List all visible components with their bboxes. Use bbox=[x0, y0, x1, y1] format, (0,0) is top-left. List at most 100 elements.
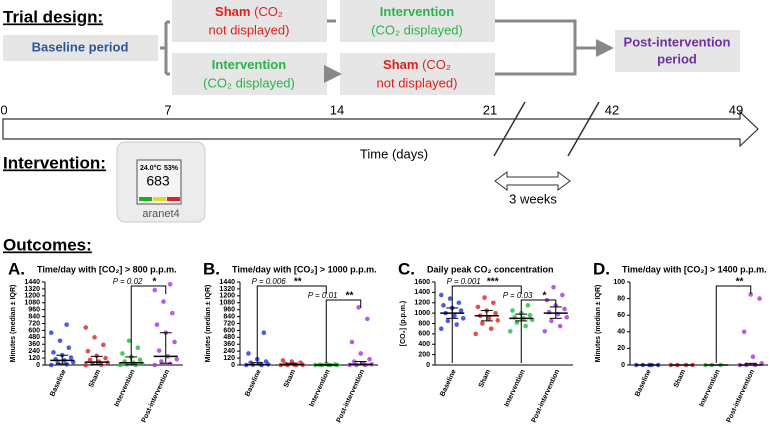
x-tick-label: Post-intervention bbox=[531, 369, 562, 424]
data-point bbox=[551, 284, 556, 290]
y-tick-label: 720 bbox=[223, 320, 235, 327]
significance-bracket bbox=[520, 299, 557, 363]
data-point bbox=[351, 359, 357, 364]
time-tick-label: 42 bbox=[605, 102, 619, 117]
data-point bbox=[68, 355, 74, 360]
x-tick-label: Post-intervention bbox=[141, 369, 172, 424]
device-screen bbox=[136, 159, 182, 205]
baseline-label: Baseline period bbox=[32, 39, 129, 54]
arm-rest: (CO₂ bbox=[250, 4, 283, 19]
y-tick-label: 40 bbox=[617, 329, 625, 336]
y-tick-label: 800 bbox=[418, 320, 430, 327]
data-point bbox=[135, 345, 141, 351]
data-point bbox=[523, 323, 528, 329]
y-tick-label: 1200 bbox=[219, 293, 235, 300]
y-tick-label: 1080 bbox=[219, 300, 235, 307]
outcomes-title: Outcomes: bbox=[3, 235, 92, 254]
arm-bold: Intervention bbox=[212, 57, 286, 72]
data-point bbox=[475, 304, 481, 310]
data-point bbox=[66, 345, 72, 351]
y-tick-label: 600 bbox=[223, 327, 235, 334]
time-tick-label: 0 bbox=[0, 102, 7, 117]
y-tick-label: 600 bbox=[28, 327, 40, 334]
data-point bbox=[480, 321, 485, 326]
data-point bbox=[349, 339, 355, 345]
data-point bbox=[120, 351, 125, 356]
baseline-box bbox=[3, 35, 158, 61]
data-point bbox=[447, 296, 453, 301]
data-point bbox=[557, 323, 563, 329]
y-tick-label: 1320 bbox=[219, 286, 235, 293]
arm-bold: Sham bbox=[215, 4, 250, 19]
gap-arrow bbox=[494, 171, 571, 191]
y-tick-label: 120 bbox=[223, 355, 235, 362]
y-tick-label: 200 bbox=[418, 351, 430, 358]
p-value: P = 0.001 bbox=[447, 277, 481, 286]
data-point bbox=[64, 362, 69, 367]
data-point bbox=[48, 330, 54, 336]
data-point bbox=[263, 359, 269, 364]
data-point bbox=[156, 348, 162, 353]
significance-stars: ** bbox=[346, 291, 354, 302]
significance-stars: ** bbox=[736, 277, 744, 288]
p-value: P = 0.01 bbox=[308, 291, 338, 300]
data-point bbox=[473, 331, 479, 337]
y-tick-label: 600 bbox=[418, 331, 430, 338]
x-tick-label: Sham bbox=[673, 369, 687, 389]
y-tick-label: 1000 bbox=[414, 310, 430, 317]
y-tick-label: 840 bbox=[223, 313, 235, 320]
data-point bbox=[452, 313, 457, 319]
panel-letter: D. bbox=[593, 259, 610, 278]
y-axis-label: Minutes (median ± IQR) bbox=[10, 285, 17, 363]
y-tick-label: 60 bbox=[617, 312, 625, 319]
data-point bbox=[101, 342, 106, 348]
y-tick-label: 0 bbox=[36, 362, 40, 369]
data-point bbox=[358, 351, 364, 356]
y-tick-label: 1200 bbox=[414, 300, 430, 307]
data-point bbox=[159, 359, 164, 364]
significance-bracket bbox=[325, 299, 362, 363]
significance-stars: * bbox=[543, 291, 547, 302]
led bbox=[153, 197, 166, 201]
arm-box bbox=[172, 53, 327, 95]
data-point bbox=[562, 306, 567, 312]
arm-rest: (CO₂ bbox=[418, 57, 451, 72]
data-point bbox=[486, 316, 492, 321]
data-point bbox=[549, 318, 554, 324]
significance-bracket bbox=[451, 285, 522, 363]
arm-box bbox=[172, 0, 327, 42]
y-tick-label: 1200 bbox=[24, 293, 40, 300]
device-reading: 683 bbox=[146, 173, 170, 189]
device: 24.0°C 53% 683 aranet4 bbox=[116, 141, 206, 223]
data-point bbox=[87, 357, 93, 363]
x-tick-label: Intervention bbox=[698, 369, 721, 408]
data-point bbox=[488, 326, 494, 331]
arm-label: Intervention bbox=[212, 57, 286, 72]
y-tick-label: 1320 bbox=[24, 286, 40, 293]
data-point bbox=[161, 299, 166, 304]
arm-label: Sham (CO₂ bbox=[215, 4, 283, 19]
x-tick-label: Intervention bbox=[503, 369, 526, 408]
y-tick-label: 1400 bbox=[414, 289, 430, 296]
post-label: period bbox=[657, 51, 697, 66]
arm-label-line2: (CO₂ displayed) bbox=[203, 75, 295, 90]
data-point bbox=[445, 318, 451, 324]
data-point bbox=[456, 300, 462, 306]
y-tick-label: 360 bbox=[223, 341, 235, 348]
y-tick-label: 240 bbox=[28, 348, 40, 355]
data-point bbox=[246, 351, 251, 356]
significance-stars: *** bbox=[487, 277, 499, 288]
y-tick-label: 480 bbox=[28, 334, 40, 341]
y-tick-label: 400 bbox=[418, 341, 430, 348]
data-point bbox=[55, 360, 61, 366]
design-title: Trial design: bbox=[3, 7, 103, 26]
chart-title: Time/day with [CO₂] > 800 p.p.m. bbox=[37, 264, 177, 274]
p-value: P = 0.03 bbox=[503, 291, 533, 300]
p-value: P = 0.006 bbox=[252, 277, 287, 286]
data-point bbox=[64, 322, 69, 327]
y-tick-label: 0 bbox=[426, 362, 430, 369]
x-tick-label: Sham bbox=[283, 369, 297, 389]
data-point bbox=[57, 338, 63, 344]
y-tick-label: 840 bbox=[28, 313, 40, 320]
